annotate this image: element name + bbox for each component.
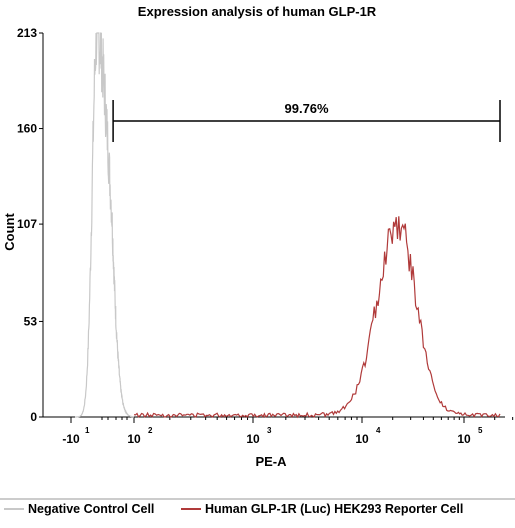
x-tick-exponent: 3 (267, 426, 272, 435)
x-ticks: -10 1 10 2 10 3 10 4 10 5 (62, 417, 514, 446)
gate-percentage-label: 99.76% (285, 101, 330, 116)
y-ticks: 0 53 107 160 213 (17, 26, 43, 424)
x-tick-exponent: 1 (85, 426, 90, 435)
x-tick-label: -10 (62, 432, 80, 446)
x-tick-label: 10 (246, 432, 260, 446)
y-tick-label: 53 (24, 314, 38, 328)
gate-marker: 99.76% (112, 100, 501, 142)
x-tick-label: 10 (355, 432, 369, 446)
x-tick-exponent: 4 (376, 426, 381, 435)
y-tick-label: 0 (30, 410, 37, 424)
x-tick-exponent: 2 (148, 426, 153, 435)
y-tick-label: 213 (17, 26, 37, 40)
x-tick-label: 10 (127, 432, 141, 446)
legend-label-negative-control: Negative Control Cell (28, 502, 154, 516)
legend: Negative Control Cell Human GLP-1R (Luc)… (0, 498, 515, 516)
y-tick-label: 107 (17, 217, 37, 231)
x-tick-exponent: 5 (478, 426, 483, 435)
x-tick-label: 10 (457, 432, 471, 446)
y-tick-label: 160 (17, 122, 37, 136)
series-line-glp1r-reporter (133, 216, 501, 419)
x-axis-label: PE-A (255, 454, 287, 469)
chart-title: Expression analysis of human GLP-1R (138, 4, 377, 19)
y-axis-label: Count (2, 213, 17, 251)
series-line-negative-control (75, 32, 134, 418)
legend-label-glp1r-reporter: Human GLP-1R (Luc) HEK293 Reporter Cell (205, 502, 463, 516)
